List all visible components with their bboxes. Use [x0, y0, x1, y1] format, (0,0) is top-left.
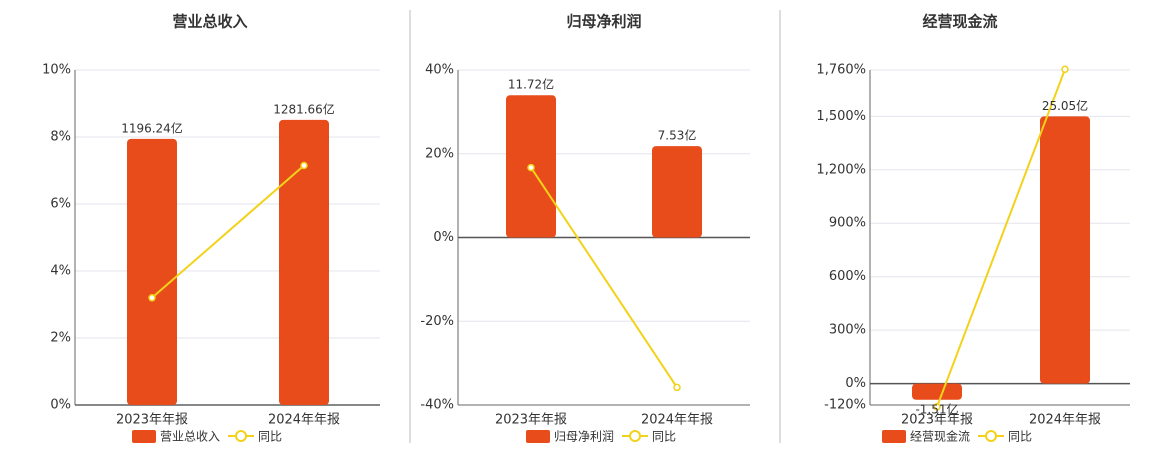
- value-label: 25.05亿: [1042, 98, 1088, 113]
- line-point: [933, 403, 941, 411]
- y-tick-label: 10%: [42, 63, 71, 78]
- legend-marker: [985, 430, 998, 442]
- chart-title: 营业总收入: [172, 13, 247, 31]
- x-tick-label: 2023年年报: [495, 413, 567, 428]
- y-tick-label: 1,200%: [816, 162, 866, 177]
- line: [530, 167, 678, 388]
- y-tick-label: 300%: [829, 323, 866, 338]
- chart-title: 归母净利润: [566, 13, 641, 31]
- y-tick-label: -40%: [420, 398, 454, 413]
- value-label: -1.51亿: [915, 401, 958, 416]
- y-tick-label: 8%: [50, 130, 71, 145]
- legend-label: 营业总收入: [160, 430, 220, 444]
- plot: [127, 119, 329, 405]
- y-tick-label: 1,760%: [816, 63, 866, 78]
- y-tick-label: 900%: [829, 216, 866, 231]
- y-tick-label: 0%: [50, 398, 71, 413]
- line: [936, 68, 1066, 408]
- y-tick-label: 600%: [829, 269, 866, 284]
- line-point: [527, 163, 535, 172]
- line-point: [1061, 65, 1069, 74]
- bar: [127, 138, 177, 405]
- y-tick-label: -120%: [824, 398, 866, 413]
- bar: [279, 119, 329, 405]
- y-tick-label: 6%: [50, 197, 71, 212]
- y-tick-label: -20%: [420, 314, 454, 329]
- chart-title: 经营现金流: [922, 13, 997, 31]
- legend-marker: [235, 430, 248, 442]
- bar: [912, 383, 962, 400]
- y-tick-label: 40%: [425, 63, 454, 78]
- y-tick-label: 1,500%: [816, 109, 866, 124]
- y-tick-label: 20%: [425, 146, 454, 161]
- legend-swatch: [882, 430, 906, 443]
- x-tick-label: 2024年年报: [268, 413, 340, 428]
- y-tick-label: 0%: [845, 376, 866, 391]
- y-tick-label: 2%: [50, 331, 71, 346]
- legend-swatch: [132, 430, 156, 443]
- legend-swatch: [526, 430, 550, 443]
- legend-marker: [629, 430, 642, 442]
- line-point: [300, 161, 308, 170]
- value-label: 1281.66亿: [273, 101, 335, 116]
- legend-label: 归母净利润: [554, 430, 614, 444]
- x-tick-label: 2023年年报: [901, 413, 973, 428]
- bar: [1040, 116, 1090, 384]
- y-tick-label: 0%: [433, 230, 454, 245]
- legend-label: 同比: [652, 430, 676, 444]
- legend-label: 经营现金流: [910, 429, 970, 444]
- y-tick-label: 4%: [50, 264, 71, 279]
- line-point: [673, 383, 681, 392]
- value-label: 7.53亿: [658, 128, 697, 143]
- x-tick-label: 2024年年报: [1029, 413, 1101, 428]
- plot: [506, 95, 702, 392]
- bar: [652, 146, 702, 238]
- x-tick-label: 2023年年报: [116, 413, 188, 428]
- plot: [912, 65, 1090, 411]
- value-label: 11.72亿: [508, 77, 554, 92]
- x-tick-label: 2024年年报: [641, 413, 713, 428]
- line: [151, 164, 305, 299]
- value-label: 1196.24亿: [121, 120, 183, 135]
- line-point: [148, 294, 156, 302]
- legend-label: 同比: [258, 430, 282, 444]
- legend-label: 同比: [1008, 430, 1032, 444]
